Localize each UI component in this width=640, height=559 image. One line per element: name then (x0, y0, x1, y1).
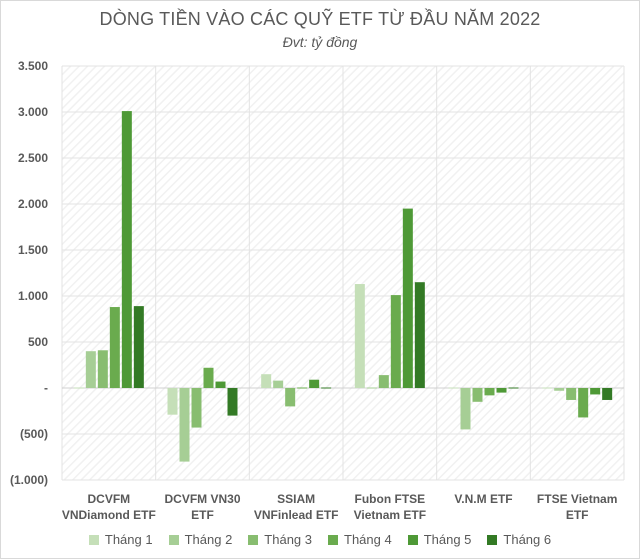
legend-swatch (248, 534, 259, 545)
x-category-label: VNDiamond ETF (62, 508, 156, 522)
x-category-label: ETF (191, 508, 214, 522)
bar (261, 374, 272, 388)
bar (460, 388, 471, 430)
bar (354, 284, 365, 388)
y-tick-label: - (44, 381, 48, 395)
y-tick-label: (1.000) (10, 473, 48, 487)
bar (167, 388, 178, 415)
legend-label: Tháng 6 (503, 532, 552, 547)
x-category-label: V.N.M ETF (454, 492, 512, 506)
legend-swatch (487, 534, 498, 545)
legend-label: Tháng 3 (264, 532, 312, 547)
y-tick-label: 3.000 (18, 105, 48, 119)
bar (109, 307, 120, 388)
legend-label: Tháng 5 (423, 532, 472, 547)
bar (97, 350, 108, 388)
bar (414, 282, 425, 388)
bar (542, 387, 553, 389)
bar (203, 367, 214, 388)
bar (578, 388, 589, 418)
x-category-label: ETF (566, 508, 589, 522)
y-tick-label: 500 (28, 335, 48, 349)
legend-swatch (407, 534, 418, 545)
x-category-label: DCVFM VN30 (164, 492, 240, 506)
bar (215, 381, 226, 388)
bar (566, 388, 577, 400)
bar (590, 388, 601, 395)
legend-label: Tháng 4 (344, 532, 392, 547)
x-category-label: FTSE Vietnam (537, 492, 617, 506)
bar (366, 387, 377, 389)
legend-item: Tháng 5 (407, 532, 472, 547)
bar (390, 295, 401, 388)
legend-label: Tháng 1 (104, 532, 153, 547)
bar (496, 388, 507, 393)
bar (448, 387, 459, 389)
chart-subtitle: Đvt: tỷ đồng (282, 34, 358, 50)
chart-legend: Tháng 1 Tháng 2 Tháng 3 Tháng 4 Tháng 5 Tháng… (0, 532, 640, 547)
x-category-label: Vietnam ETF (354, 508, 426, 522)
bar (602, 388, 613, 400)
bar (472, 388, 483, 402)
bar (133, 306, 144, 388)
bar (554, 388, 565, 391)
legend-item: Tháng 2 (168, 532, 233, 547)
chart-title: DÒNG TIỀN VÀO CÁC QUỸ ETF TỪ ĐẦU NĂM 202… (99, 9, 541, 29)
y-tick-label: 2.000 (18, 197, 48, 211)
bar (508, 387, 519, 389)
legend-item: Tháng 1 (88, 532, 153, 547)
y-tick-label: 3.500 (18, 59, 48, 73)
bar (179, 388, 190, 462)
legend-swatch (168, 534, 179, 545)
bar (285, 388, 296, 407)
bar (309, 379, 320, 388)
legend-swatch (328, 534, 338, 545)
bar (378, 375, 389, 388)
x-category-label: VNFinlead ETF (254, 508, 339, 522)
bar (191, 388, 202, 428)
bar (297, 387, 308, 389)
y-tick-label: 1.000 (18, 289, 48, 303)
bar (321, 387, 332, 389)
bar (73, 387, 84, 389)
y-tick-label: (500) (20, 427, 48, 441)
bar (273, 380, 284, 388)
x-category-label: DCVFM (87, 492, 130, 506)
bar (121, 111, 132, 388)
bar (402, 208, 413, 388)
legend-label: Tháng 2 (184, 532, 233, 547)
x-category-label: SSIAM (277, 492, 315, 506)
legend-swatch (88, 534, 99, 545)
bar (227, 388, 238, 416)
y-tick-label: 2.500 (18, 151, 48, 165)
bar (85, 351, 96, 388)
legend-item: Tháng 3 (248, 532, 312, 547)
y-tick-label: 1.500 (18, 243, 48, 257)
x-category-label: Fubon FTSE (355, 492, 426, 506)
legend-item: Tháng 4 (328, 532, 392, 547)
legend-item: Tháng 6 (487, 532, 551, 547)
bar (484, 388, 495, 396)
